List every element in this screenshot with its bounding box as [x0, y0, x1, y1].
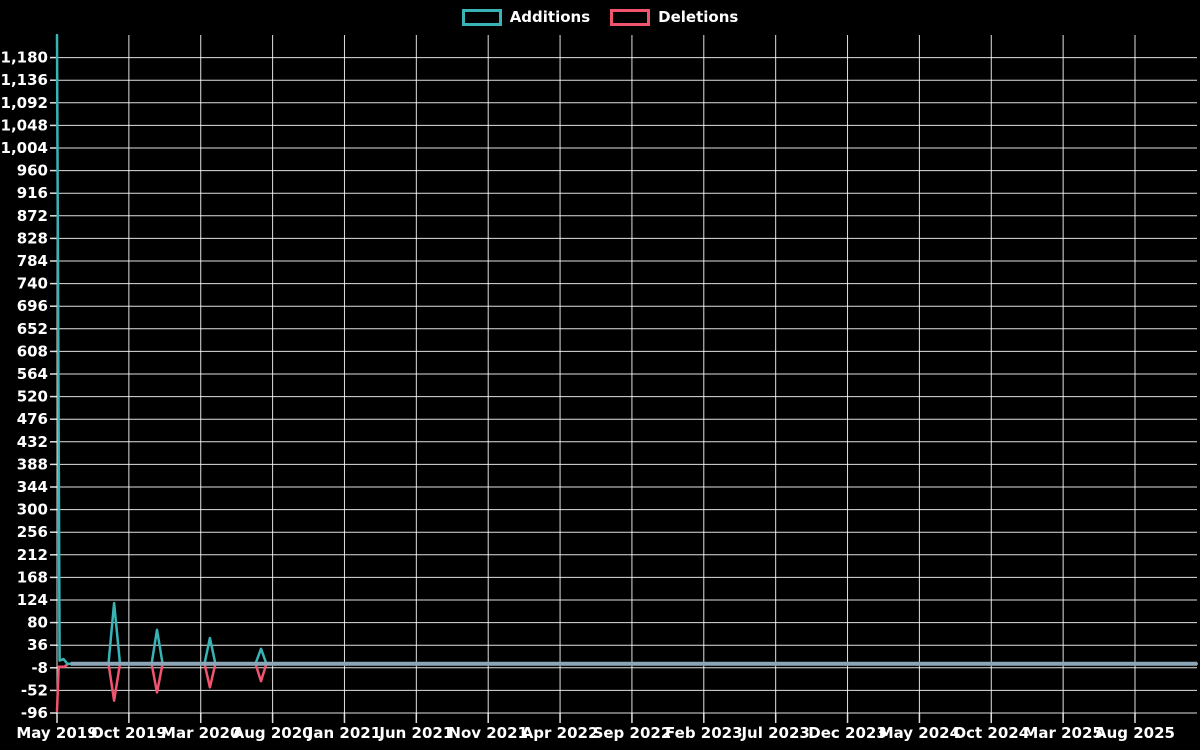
x-tick-label: Oct 2024	[953, 724, 1029, 742]
legend-label-deletions: Deletions	[658, 8, 739, 26]
x-tick-label: Apr 2022	[522, 724, 599, 742]
y-tick-label: 344	[17, 478, 48, 496]
deletions-swatch-icon	[610, 8, 651, 26]
y-tick-label: 168	[17, 568, 48, 586]
additions-swatch-icon	[461, 8, 502, 26]
x-tick-label: Oct 2019	[91, 724, 167, 742]
y-tick-label: -8	[31, 659, 48, 677]
y-tick-label: 960	[17, 162, 48, 180]
x-tick-label: Jul 2023	[740, 724, 809, 742]
chart-legend: Additions Deletions	[0, 8, 1200, 26]
y-tick-label: 784	[17, 252, 48, 270]
x-tick-label: Mar 2025	[1023, 724, 1102, 742]
x-tick-label: Sep 2022	[593, 724, 672, 742]
x-tick-label: Aug 2020	[233, 724, 313, 742]
y-tick-label: 828	[17, 229, 48, 247]
y-tick-label: 520	[17, 388, 48, 406]
legend-item-deletions[interactable]: Deletions	[610, 8, 738, 26]
y-tick-label: 608	[17, 342, 48, 360]
y-tick-label: 872	[17, 207, 48, 225]
y-tick-label: 1,004	[1, 139, 48, 157]
legend-item-additions[interactable]: Additions	[461, 8, 591, 26]
y-tick-label: -96	[21, 704, 48, 722]
x-tick-label: Nov 2021	[448, 724, 528, 742]
x-tick-label: Aug 2025	[1095, 724, 1175, 742]
y-tick-label: 916	[17, 184, 48, 202]
y-tick-label: 1,180	[1, 49, 48, 67]
y-tick-label: 740	[17, 275, 48, 293]
y-tick-label: 476	[17, 410, 48, 428]
x-tick-label: Jun 2021	[378, 724, 453, 742]
y-tick-label: 1,136	[1, 71, 48, 89]
y-tick-label: 696	[17, 297, 48, 315]
y-tick-label: 388	[17, 455, 48, 473]
y-tick-label: 80	[27, 614, 48, 632]
y-tick-label: -52	[21, 681, 48, 699]
x-tick-label: Dec 2023	[808, 724, 887, 742]
y-tick-label: 36	[27, 636, 48, 654]
x-tick-label: May 2024	[879, 724, 960, 742]
deletions-line	[55, 662, 1199, 713]
legend-label-additions: Additions	[509, 8, 591, 26]
additions-line	[55, 33, 1199, 665]
y-tick-label: 1,092	[1, 94, 48, 112]
y-tick-label: 300	[17, 501, 48, 519]
y-tick-label: 212	[17, 546, 48, 564]
x-tick-label: Jan 2021	[307, 724, 381, 742]
gridlines	[50, 35, 1197, 723]
y-tick-label: 432	[17, 433, 48, 451]
y-tick-label: 256	[17, 523, 48, 541]
x-tick-label: Feb 2023	[665, 724, 743, 742]
x-tick-label: May 2019	[16, 724, 97, 742]
y-tick-label: 124	[17, 591, 48, 609]
y-tick-label: 1,048	[1, 116, 48, 134]
x-tick-label: Mar 2020	[161, 724, 240, 742]
y-tick-label: 652	[17, 320, 48, 338]
y-tick-label: 564	[17, 365, 48, 383]
